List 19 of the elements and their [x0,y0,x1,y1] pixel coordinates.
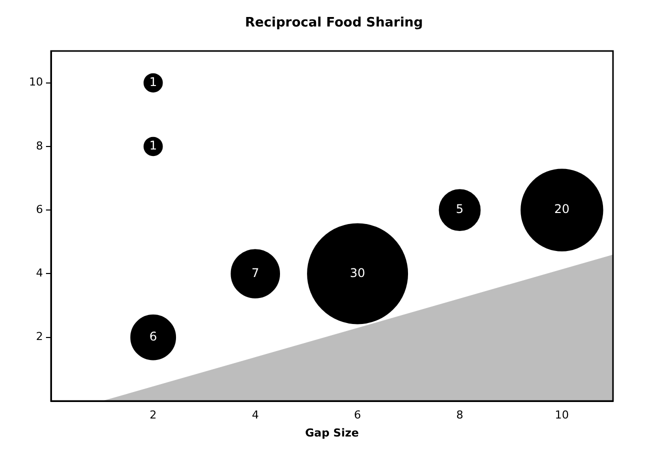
x-tick-label: 10 [554,408,569,422]
y-tick-label: 8 [36,139,43,152]
data-label: 6 [149,329,157,344]
x-tick-label: 8 [456,408,464,422]
data-label: 1 [149,74,157,89]
data-label: 7 [252,266,260,280]
data-label: 30 [350,266,366,280]
data-label: 1 [149,138,157,153]
y-tick-label: 10 [29,76,43,89]
y-tick-label: 2 [36,330,43,344]
chart-title: Reciprocal Food Sharing [245,16,423,31]
y-tick-label: 4 [36,266,43,280]
data-label: 20 [554,202,570,216]
y-tick-label: 6 [36,202,43,216]
x-tick-label: 4 [252,408,259,422]
x-axis-title: Gap Size [305,426,359,440]
data-label: 5 [456,202,464,216]
x-tick-label: 2 [150,408,157,422]
x-tick-label: 6 [354,408,362,422]
